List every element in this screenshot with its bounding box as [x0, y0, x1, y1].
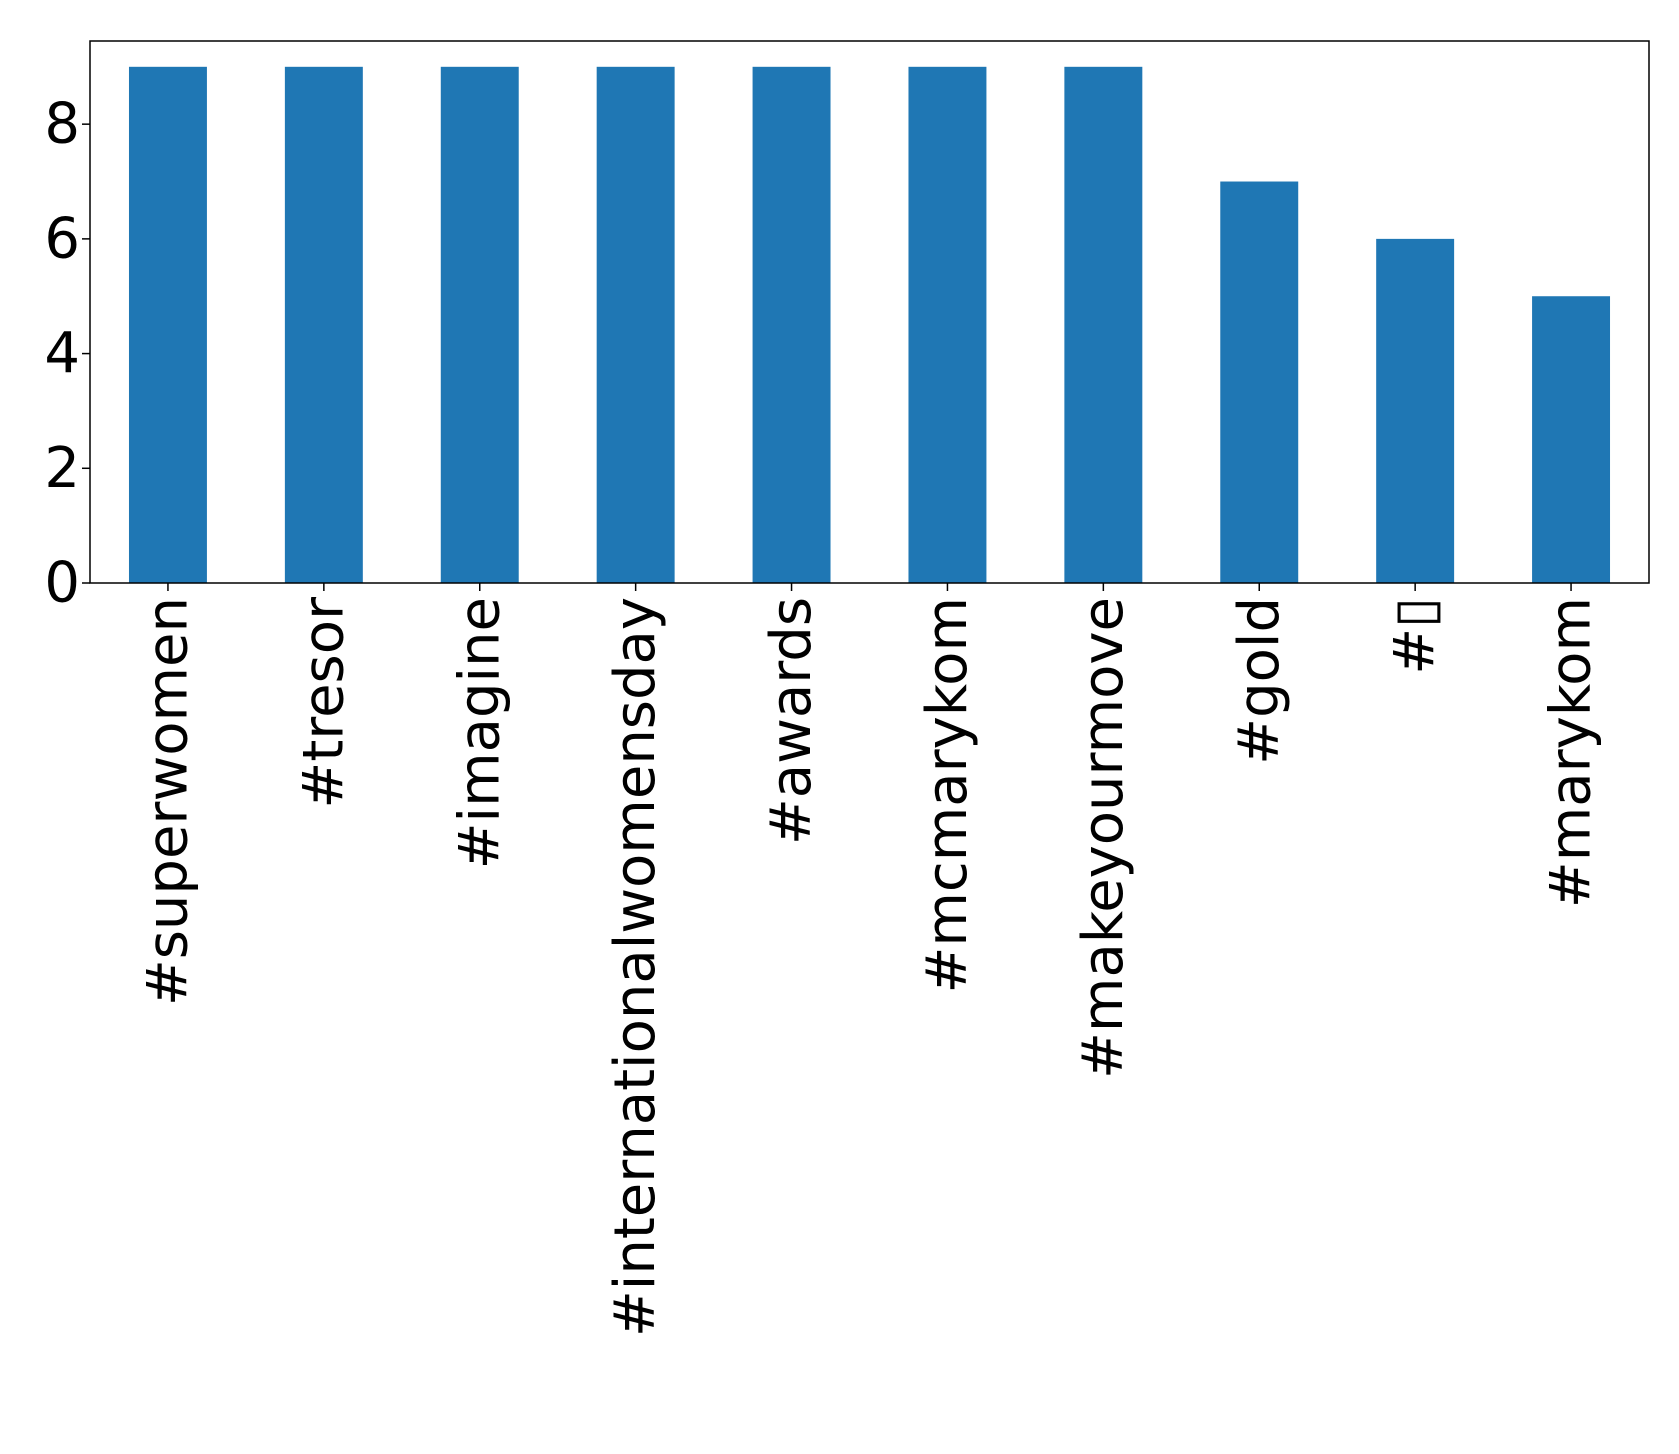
- y-tick-label-2: 4: [44, 321, 80, 386]
- x-tick-label-8: #▯: [1383, 597, 1448, 675]
- bar-0: [128, 66, 207, 584]
- x-tick-label-1: #tresor: [291, 596, 356, 809]
- bars-group: [128, 66, 1611, 584]
- x-tick-label-6: #makeyourmove: [1071, 597, 1136, 1079]
- y-tick-label-0: 0: [44, 551, 80, 616]
- x-axis-ticks: #superwomen #tresor #imagine #international…: [135, 583, 1604, 1337]
- bar-4: [752, 66, 831, 584]
- x-tick-label-4: #awards: [759, 597, 824, 845]
- bar-9: [1532, 296, 1611, 583]
- bar-7: [1220, 181, 1299, 583]
- bar-5: [908, 66, 987, 584]
- plot-frame: [89, 40, 1650, 584]
- bar-2: [440, 66, 519, 584]
- bar-6: [1064, 66, 1143, 584]
- x-tick-label-2: #imagine: [447, 597, 512, 869]
- bar-3: [596, 66, 675, 584]
- bar-1: [284, 66, 363, 584]
- bar-8: [1376, 238, 1455, 583]
- y-tick-label-4: 8: [44, 92, 80, 157]
- x-tick-label-3: #internationalwomensday: [603, 597, 668, 1337]
- x-tick-label-9: #marykom: [1539, 597, 1604, 908]
- x-tick-label-5: #mcmarykom: [915, 597, 980, 994]
- x-tick-label-7: #gold: [1227, 597, 1292, 765]
- y-axis-ticks: 0 2 4 6 8: [44, 92, 90, 616]
- x-tick-label-0: #superwomen: [135, 597, 200, 1006]
- y-tick-label-3: 6: [44, 206, 80, 271]
- y-tick-label-1: 2: [44, 436, 80, 501]
